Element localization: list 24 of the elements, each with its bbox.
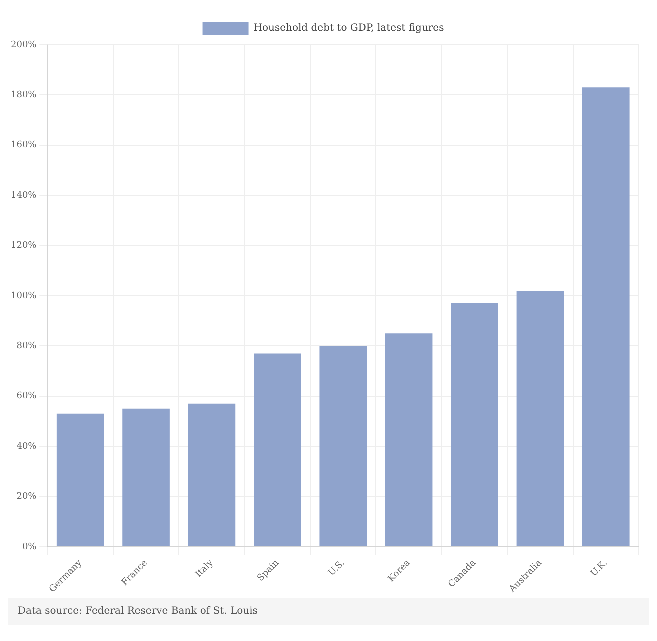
y-tick-label: 60% (16, 392, 38, 402)
y-tick-label: 160% (10, 140, 38, 151)
bar (56, 414, 104, 546)
y-tick-label: 140% (10, 190, 38, 201)
source-note: Data source: Federal Reserve Bank of St. Louis (18, 606, 259, 617)
y-tick-label: 180% (10, 90, 38, 101)
bar (254, 354, 302, 546)
y-tick-label: 80% (16, 342, 38, 352)
bar (122, 408, 170, 546)
bar (320, 346, 368, 546)
bar (188, 404, 236, 546)
x-tick-label: U.S. (327, 558, 348, 579)
y-tick-label: 0% (22, 542, 38, 552)
x-tick-label: U.K. (589, 558, 610, 580)
bar (451, 304, 498, 546)
bar (516, 290, 564, 546)
y-tick-label: 200% (10, 40, 38, 50)
legend-label: Household debt to GDP, latest figures (254, 23, 444, 34)
bar (582, 88, 630, 546)
y-tick-label: 120% (10, 241, 38, 252)
y-tick-label: 40% (16, 442, 38, 452)
y-tick-label: 100% (10, 291, 38, 302)
bar (385, 334, 433, 546)
y-tick-label: 20% (16, 492, 38, 502)
